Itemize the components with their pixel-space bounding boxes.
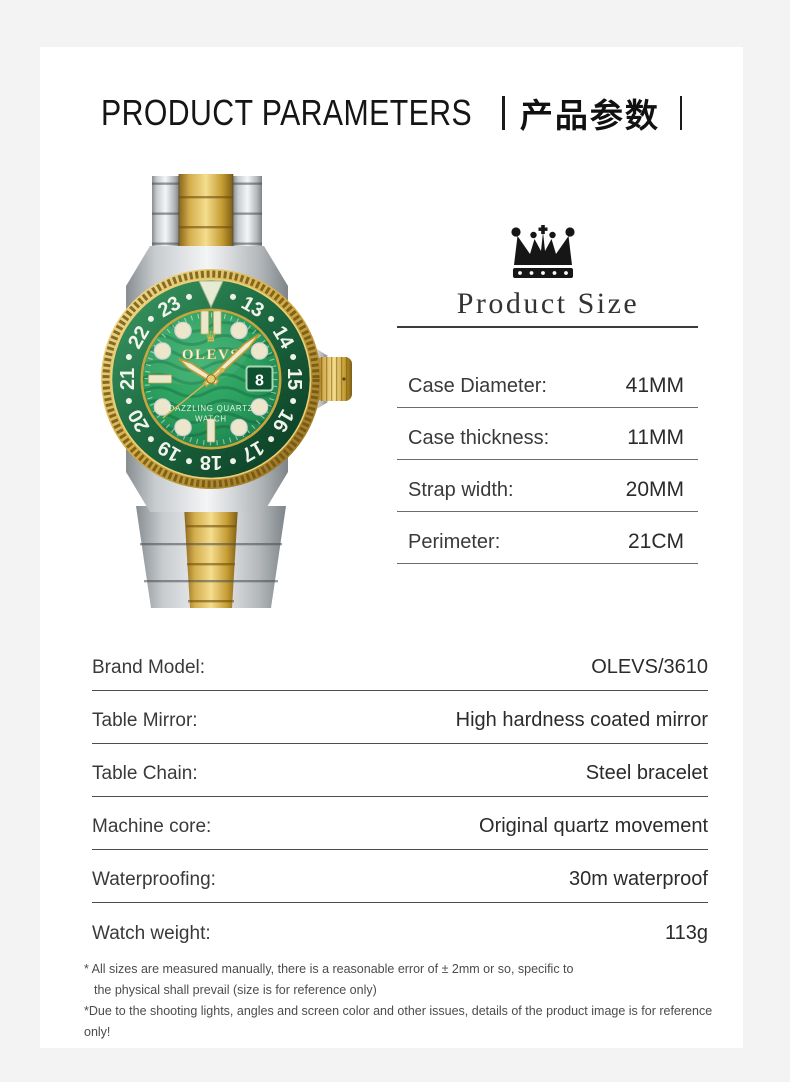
- size-table-row: Strap width: 20MM: [397, 460, 698, 512]
- spec-row-label: Table Mirror:: [92, 710, 198, 731]
- spec-row-value: High hardness coated mirror: [455, 709, 708, 731]
- brand-logo-text: OLEVS: [182, 347, 240, 363]
- size-row-value: 11MM: [627, 426, 684, 449]
- spec-table-row: Table Chain: Steel bracelet: [92, 744, 708, 797]
- bezel-triangle-marker: [198, 280, 224, 309]
- size-table-row: Case Diameter: 41MM: [397, 356, 698, 408]
- size-row-label: Strap width:: [408, 479, 514, 501]
- spec-row-label: Table Chain:: [92, 763, 198, 784]
- spec-table-row: Watch weight: 113g: [92, 903, 708, 956]
- bezel-number: 15: [283, 368, 305, 390]
- footnotes: * All sizes are measured manually, there…: [84, 959, 736, 1043]
- size-row-value: 20MM: [625, 478, 684, 501]
- dial-hour-markers: [148, 310, 269, 443]
- watch-bezel: 13 14 15 16 17 18 19 20 21 22 23: [101, 269, 321, 489]
- watch-winding-crown: [316, 357, 352, 401]
- bezel-dots: [125, 293, 297, 465]
- spec-row-label: Brand Model:: [92, 657, 206, 678]
- product-size-table: Case Diameter: 41MM Case thickness: 11MM…: [397, 356, 698, 564]
- size-row-value: 41MM: [625, 374, 684, 397]
- page-title-english: PRODUCT PARAMETERS: [100, 92, 472, 133]
- size-row-label: Case Diameter:: [408, 375, 547, 397]
- crown-icon: [511, 225, 575, 278]
- dial-text-line1: DAZZLING QUARTZ: [169, 404, 254, 413]
- title-divider-bar-2: [679, 96, 683, 130]
- page-title: PRODUCT PARAMETERS 产品参数: [40, 89, 743, 137]
- spec-row-label: Machine core:: [92, 816, 212, 837]
- watch-product-image: 13 14 15 16 17 18 19 20 21 22 23: [101, 174, 352, 608]
- product-card: PRODUCT PARAMETERS 产品参数: [40, 47, 743, 1048]
- spec-row-value: 30m waterproof: [569, 868, 708, 890]
- watch-bracelet-top: [152, 174, 262, 254]
- spec-table: Brand Model: OLEVS/3610 Table Mirror: Hi…: [92, 638, 708, 956]
- size-table-row: Perimeter: 21CM: [397, 512, 698, 564]
- date-window: 8: [245, 365, 274, 392]
- footnote-line: * All sizes are measured manually, there…: [84, 962, 574, 976]
- date-value: 8: [255, 373, 264, 390]
- size-table-row: Case thickness: 11MM: [397, 408, 698, 460]
- watch-bracelet-bottom: [136, 506, 286, 608]
- footnote-line: the physical shall prevail (size is for …: [94, 983, 377, 997]
- spec-row-value: 113g: [664, 922, 708, 944]
- product-size-heading: Product Size: [456, 287, 640, 320]
- spec-table-row: Machine core: Original quartz movement: [92, 797, 708, 850]
- dial-text-line2: WATCH: [195, 415, 227, 424]
- hands-center-cap: [206, 374, 216, 384]
- brand-crown-icon: ♛: [204, 328, 217, 346]
- spec-row-value: Original quartz movement: [479, 815, 708, 837]
- product-size-underline: [397, 326, 698, 328]
- footnote-line: *Due to the shooting lights, angles and …: [84, 1004, 713, 1039]
- spec-table-row: Waterproofing: 30m waterproof: [92, 850, 708, 903]
- bezel-number: 18: [200, 451, 222, 473]
- bezel-number: 21: [117, 368, 139, 390]
- spec-row-label: Watch weight:: [92, 923, 211, 944]
- spec-table-row: Brand Model: OLEVS/3610: [92, 638, 708, 691]
- spec-table-row: Table Mirror: High hardness coated mirro…: [92, 691, 708, 744]
- size-row-label: Perimeter:: [408, 531, 501, 553]
- size-row-value: 21CM: [627, 530, 684, 553]
- spec-row-value: Steel bracelet: [585, 762, 708, 784]
- spec-row-label: Waterproofing:: [92, 869, 216, 890]
- size-row-label: Case thickness:: [408, 427, 550, 449]
- title-divider-bar: [502, 96, 505, 130]
- page-title-chinese: 产品参数: [519, 96, 660, 135]
- spec-row-value: OLEVS/3610: [591, 656, 708, 678]
